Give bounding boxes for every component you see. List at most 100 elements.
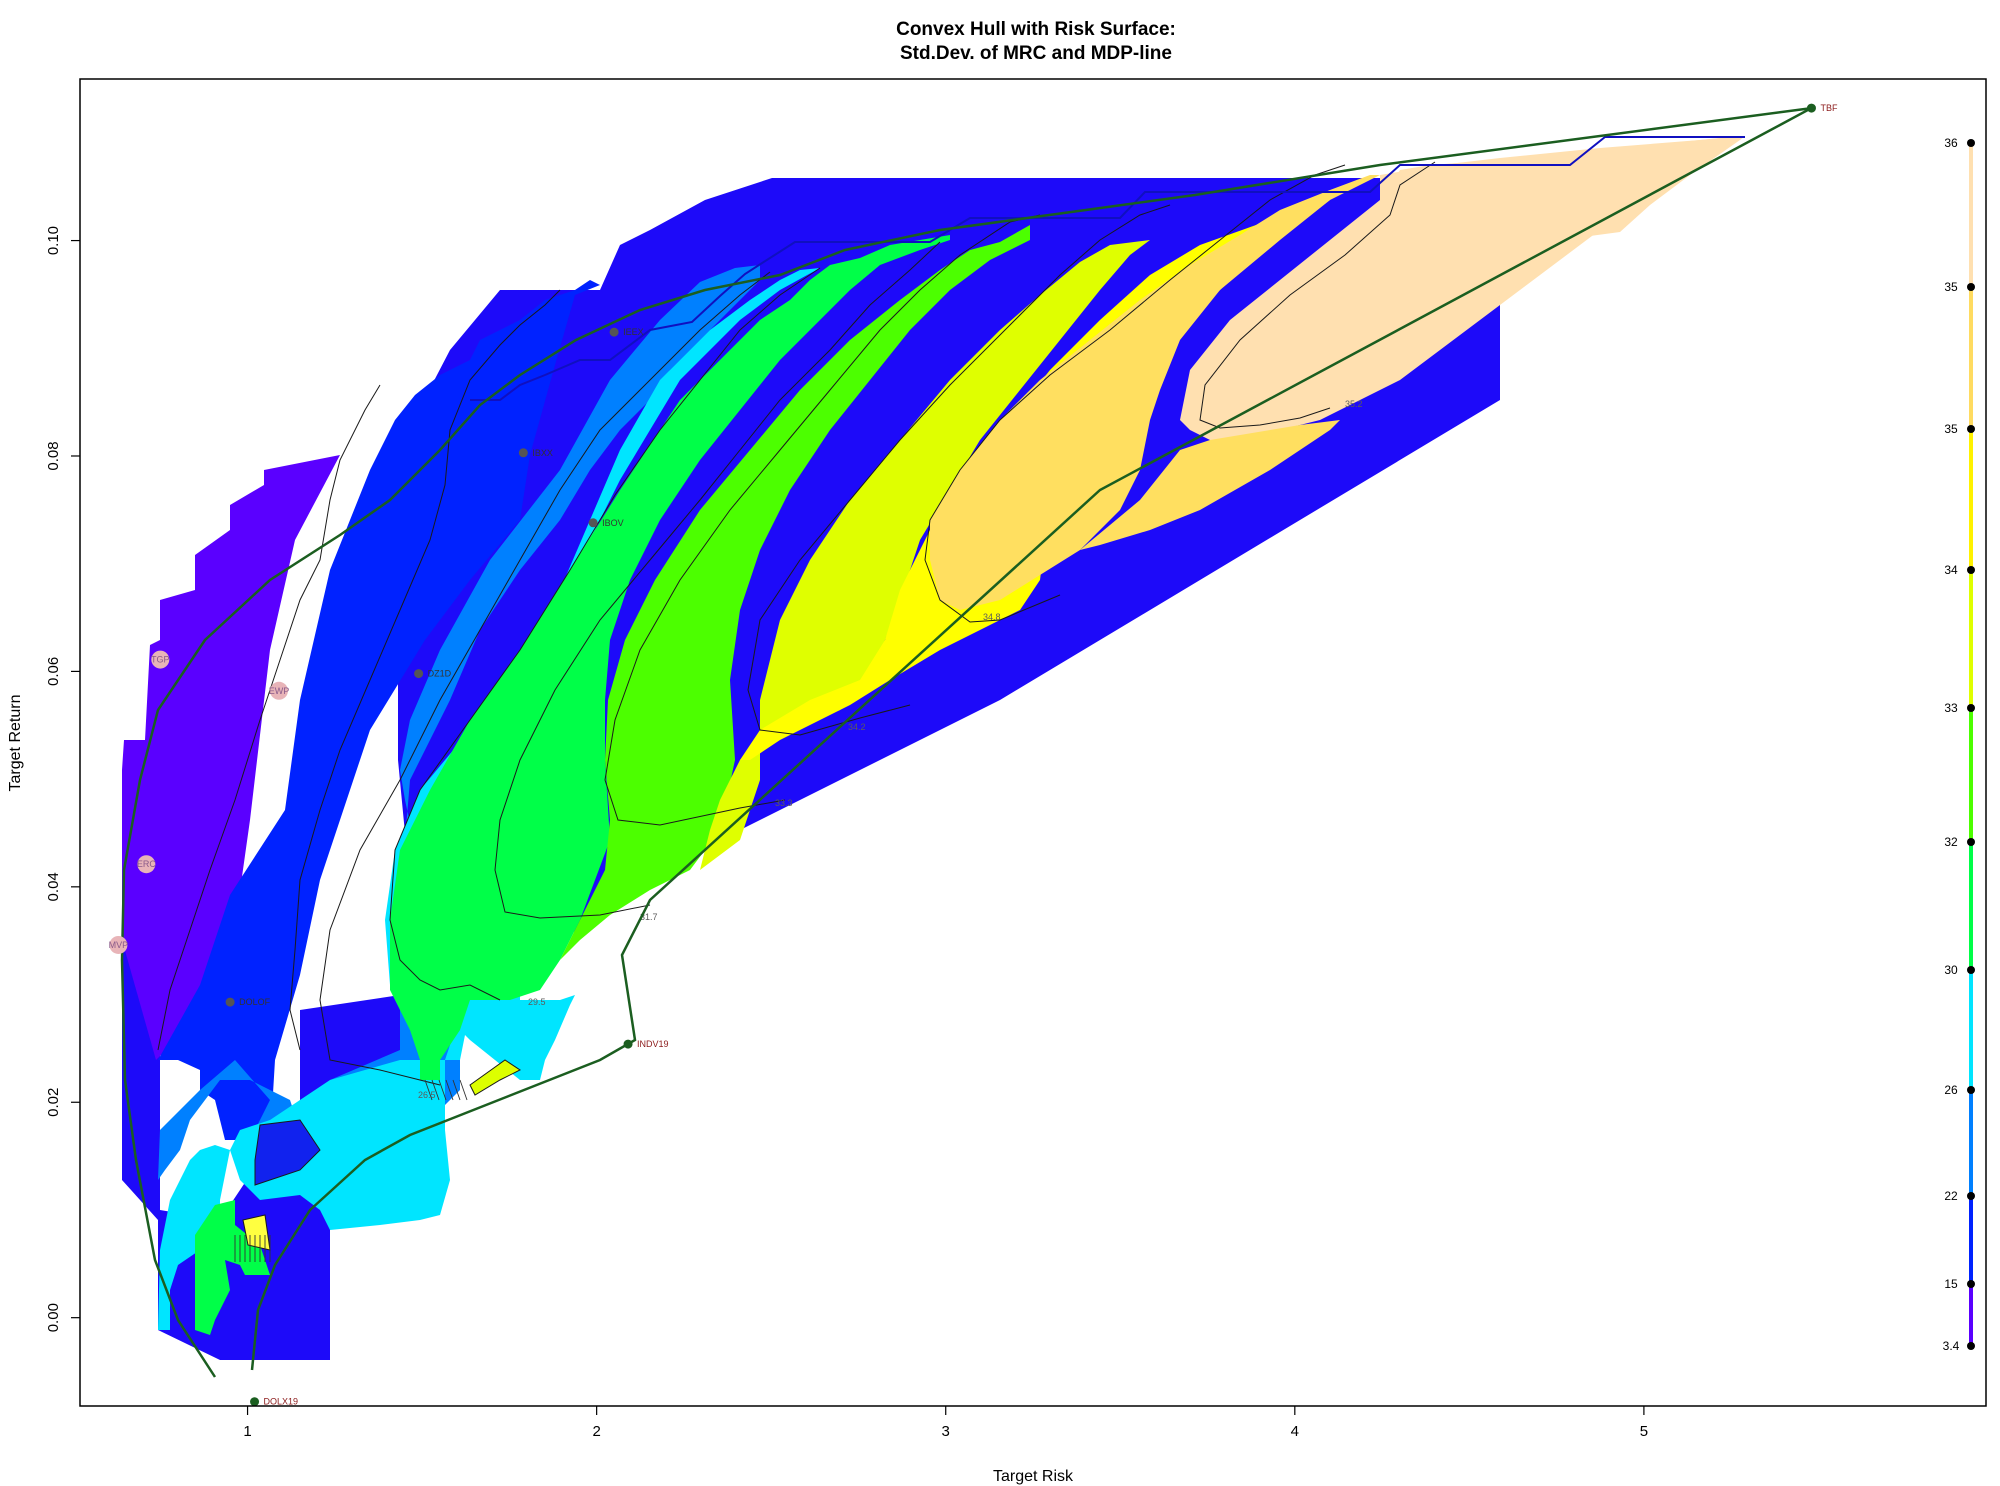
asset-point [250, 1397, 260, 1407]
legend-dot [1967, 566, 1975, 574]
contour-line [924, 164, 1346, 623]
asset-label: INDV19 [637, 1039, 669, 1049]
y-axis-label: Target Return [7, 695, 24, 792]
mdp-line [470, 136, 1745, 401]
asset-point [623, 1039, 633, 1049]
band-blue [158, 280, 600, 1140]
x-tick-label: 3 [942, 1423, 950, 1440]
legend-dot [1967, 704, 1975, 712]
portfolio-point [137, 855, 156, 874]
contour-line [1199, 161, 1436, 429]
asset-point [518, 448, 528, 458]
asset-label: DOLX19 [264, 1397, 299, 1407]
band-green [195, 1200, 270, 1335]
hull-lower [250, 106, 1813, 1371]
hatch-tick [459, 1079, 468, 1101]
asset-label: IEEX [623, 327, 644, 337]
asset-label: DOLOF [239, 997, 271, 1007]
band-green-2 [390, 235, 950, 1080]
contour-label: 34.2 [848, 722, 866, 732]
legend-label: 22 [1944, 1189, 1958, 1203]
x-tick-label: 4 [1291, 1423, 1299, 1440]
contour-island [469, 1059, 521, 1096]
legend-dot [1967, 1280, 1975, 1288]
portfolio-label: MVP [109, 940, 129, 950]
contour-label: 35.2 [1345, 399, 1363, 409]
contour-island [254, 1119, 321, 1186]
asset-point [225, 997, 235, 1007]
chart-title: Convex Hull with Risk Surface: [896, 19, 1176, 40]
portfolio-label: EWP [269, 686, 290, 696]
mdp-line-path [470, 136, 1745, 401]
color-legend: 36 35 35 34 33 32 30 26 22 15 3.4 [1943, 136, 1975, 1353]
contour-line [494, 241, 941, 919]
contour-line [157, 384, 381, 1051]
y-tick-label: 0.10 [45, 226, 62, 255]
contour-label: 34.8 [983, 612, 1001, 622]
hull-upper [120, 106, 1812, 1378]
y-tick-label: 0.02 [45, 1088, 62, 1117]
chart-subtitle: Std.Dev. of MRC and MDP-line [900, 43, 1172, 64]
asset-point [414, 669, 424, 679]
y-axis: 0.00 0.02 0.04 0.06 0.08 0.10 [45, 226, 80, 1332]
legend-dot [1967, 139, 1975, 147]
asset-point [1806, 103, 1816, 113]
hatch-tick [438, 1079, 447, 1101]
x-tick-label: 1 [243, 1423, 251, 1440]
contour-label: 33.3 [775, 798, 793, 808]
x-axis-label: Target Risk [993, 1468, 1074, 1485]
legend-label: 33 [1944, 701, 1958, 715]
contour-line [319, 271, 771, 1086]
hatch-tick [424, 1079, 433, 1101]
asset-point [609, 327, 619, 337]
portfolio-point [151, 650, 170, 669]
legend-label: 35 [1944, 280, 1958, 294]
band-violet [122, 455, 345, 1060]
legend-label: 26 [1944, 1083, 1958, 1097]
legend-dot [1967, 1342, 1975, 1350]
asset-point [588, 518, 598, 528]
band-gold [930, 175, 1380, 610]
band-peach-upper [1380, 136, 1745, 250]
convex-hull [120, 106, 1813, 1378]
asset-label: DZ1D [428, 669, 452, 679]
legend-label: 3.4 [1943, 1339, 1960, 1353]
asset-label: IBOV [602, 518, 624, 528]
contour-line [604, 214, 1041, 826]
x-tick-label: 5 [1640, 1423, 1648, 1440]
x-tick-label: 2 [592, 1423, 600, 1440]
portfolio-point [109, 935, 128, 954]
legend-label: 36 [1944, 136, 1958, 150]
hatch-tick [452, 1079, 461, 1101]
asset-points: IEEX IBXX IBOV DZ1D DOLOF TBF INDV19 DOLX19 [225, 103, 1838, 1407]
portfolio-label: ERC [137, 859, 157, 869]
band-gold-upper [1080, 420, 1340, 550]
contour-lines: 35.2 34.8 34.2 33.3 31.7 29.5 26.5 [157, 161, 1436, 1262]
legend-dot [1967, 1192, 1975, 1200]
legend-dot [1967, 283, 1975, 291]
asset-label: TBF [1820, 103, 1838, 113]
contour-label: 26.5 [418, 1090, 436, 1100]
band-lime [540, 225, 1030, 990]
contour-label: 31.7 [640, 912, 658, 922]
y-tick-label: 0.00 [45, 1303, 62, 1332]
hatch-tick [431, 1079, 440, 1101]
contour-label: 29.5 [528, 997, 546, 1007]
legend-label: 34 [1944, 563, 1958, 577]
legend-label: 35 [1944, 422, 1958, 436]
portfolio-points: TGP EWP ERC MVP [109, 650, 290, 954]
legend-label: 30 [1944, 963, 1958, 977]
legend-dot [1967, 1086, 1975, 1094]
legend-dot [1967, 838, 1975, 846]
portfolio-label: TGP [151, 655, 170, 665]
x-axis: 1 2 3 4 5 [243, 1406, 1648, 1440]
contour-line [289, 289, 561, 1051]
contour-line [389, 267, 821, 1001]
portfolio-point [269, 681, 288, 700]
asset-label: IBXX [532, 448, 553, 458]
plot-frame [79, 78, 1987, 1407]
legend-label: 32 [1944, 835, 1958, 849]
y-tick-label: 0.04 [45, 872, 62, 901]
legend-dot [1967, 425, 1975, 433]
